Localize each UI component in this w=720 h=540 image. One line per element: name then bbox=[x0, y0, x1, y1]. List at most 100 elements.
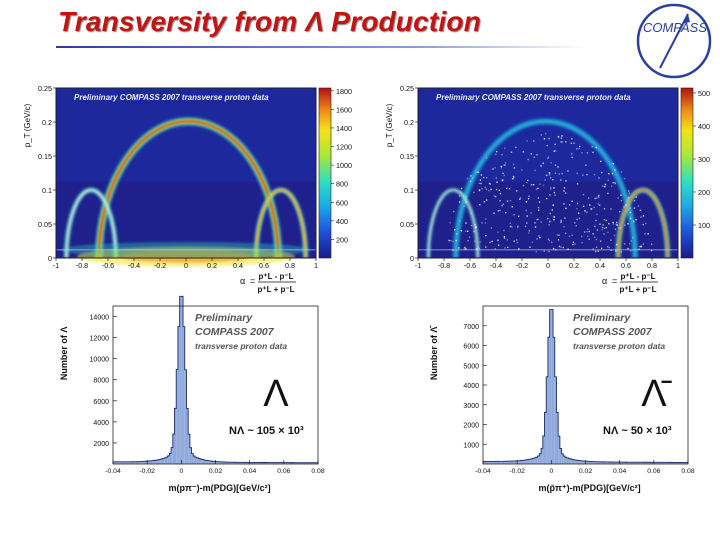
x-tick-label: 0.08 bbox=[311, 468, 324, 475]
histogram-bin bbox=[230, 462, 233, 464]
noise-dot bbox=[603, 227, 606, 229]
histogram-bin bbox=[667, 462, 670, 464]
noise-dot bbox=[506, 200, 509, 202]
noise-dot bbox=[517, 226, 519, 228]
noise-dot bbox=[600, 247, 603, 250]
histogram-bin bbox=[640, 462, 642, 464]
noise-dot bbox=[618, 227, 620, 229]
noise-dot bbox=[552, 179, 554, 181]
histogram-bin bbox=[198, 458, 201, 464]
noise-dot bbox=[549, 212, 551, 215]
noise-dot bbox=[501, 205, 503, 207]
y-tick-label: 5000 bbox=[463, 363, 479, 370]
logo-needle-tip bbox=[682, 14, 690, 24]
histogram-bin bbox=[184, 369, 187, 464]
noise-dot bbox=[534, 169, 536, 171]
noise-dot bbox=[637, 205, 640, 207]
noise-dot bbox=[581, 152, 583, 154]
histogram-bin bbox=[624, 462, 627, 464]
histogram-bin bbox=[246, 462, 248, 464]
histogram-bin bbox=[496, 461, 499, 464]
noise-dot bbox=[596, 197, 598, 199]
x-tick-label: 0.2 bbox=[569, 261, 579, 270]
noise-dot bbox=[549, 221, 551, 223]
noise-dot bbox=[596, 213, 598, 216]
histogram-bin bbox=[650, 462, 653, 464]
y-axis-label: p_T (GeV/c) bbox=[23, 103, 32, 147]
noise-dot bbox=[642, 223, 644, 226]
y-tick-label: 0.2 bbox=[42, 118, 52, 127]
legend-line: COMPASS 2007 bbox=[573, 326, 653, 338]
noise-dot bbox=[608, 223, 610, 225]
noise-dot bbox=[499, 192, 502, 195]
noise-dot bbox=[583, 231, 586, 233]
noise-dot bbox=[604, 184, 607, 186]
histogram-bin bbox=[193, 455, 195, 464]
noise-dot bbox=[558, 245, 561, 248]
noise-dot bbox=[563, 187, 566, 189]
noise-dot bbox=[638, 248, 640, 250]
noise-dot bbox=[604, 186, 606, 188]
y-tick-label: 0.05 bbox=[400, 220, 414, 229]
histogram-bin bbox=[133, 461, 136, 464]
noise-dot bbox=[497, 244, 500, 246]
histogram-bin bbox=[633, 462, 636, 464]
histogram-bin bbox=[154, 460, 156, 464]
noise-dot bbox=[599, 240, 602, 242]
noise-dot bbox=[611, 172, 614, 175]
noise-dot bbox=[620, 194, 622, 196]
noise-dot bbox=[571, 156, 573, 159]
noise-dot bbox=[534, 222, 536, 224]
noise-dot bbox=[536, 238, 538, 240]
histogram-bin bbox=[234, 462, 236, 464]
noise-dot bbox=[509, 226, 511, 228]
noise-dot bbox=[512, 178, 515, 180]
noise-dot bbox=[483, 201, 486, 203]
noise-dot bbox=[480, 182, 482, 185]
noise-dot bbox=[593, 174, 596, 176]
histogram-bin bbox=[558, 436, 560, 464]
noise-dot bbox=[603, 233, 605, 235]
colorbar-tick-label: 400 bbox=[698, 122, 710, 131]
noise-dot bbox=[639, 209, 642, 211]
noise-dot bbox=[588, 230, 590, 233]
noise-dot bbox=[578, 147, 580, 150]
histogram-bin bbox=[641, 462, 644, 464]
legend-line: Preliminary bbox=[573, 312, 631, 324]
noise-dot bbox=[571, 200, 573, 202]
noise-dot bbox=[651, 243, 653, 245]
noise-dot bbox=[553, 150, 555, 152]
noise-dot bbox=[518, 248, 520, 250]
slide-title: Transversity from Λ Production bbox=[58, 6, 481, 37]
noise-dot bbox=[465, 222, 467, 224]
histogram-bin bbox=[196, 457, 199, 464]
histogram-bin bbox=[312, 462, 315, 464]
noise-dot bbox=[463, 248, 465, 250]
noise-dot bbox=[572, 241, 575, 243]
histogram-bin bbox=[541, 448, 543, 464]
noise-dot bbox=[601, 226, 604, 229]
noise-dot bbox=[484, 186, 486, 189]
noise-dot bbox=[530, 212, 532, 214]
noise-dot bbox=[642, 215, 645, 217]
noise-dot bbox=[506, 187, 508, 190]
y-tick-label: 0.25 bbox=[400, 84, 414, 93]
histogram-bin bbox=[524, 460, 526, 464]
noise-dot bbox=[546, 144, 548, 147]
y-tick-label: 0.1 bbox=[404, 186, 414, 195]
histogram-bin bbox=[266, 462, 269, 464]
formula-numerator: p⁺L - p⁻L bbox=[621, 272, 656, 281]
y-axis-label: p_T (GeV/c) bbox=[385, 103, 394, 147]
histogram-bin bbox=[220, 461, 223, 464]
noise-dot bbox=[584, 210, 586, 212]
x-tick-label: -0.4 bbox=[490, 261, 502, 270]
histogram-bin bbox=[575, 460, 577, 464]
noise-dot bbox=[552, 204, 554, 206]
colorbar-tick-label: 400 bbox=[336, 217, 348, 226]
noise-dot bbox=[530, 184, 533, 186]
histogram-bin bbox=[270, 462, 272, 464]
noise-dot bbox=[477, 171, 479, 173]
noise-dot bbox=[560, 141, 562, 143]
histogram-bin bbox=[288, 462, 291, 464]
noise-dot bbox=[616, 243, 618, 246]
